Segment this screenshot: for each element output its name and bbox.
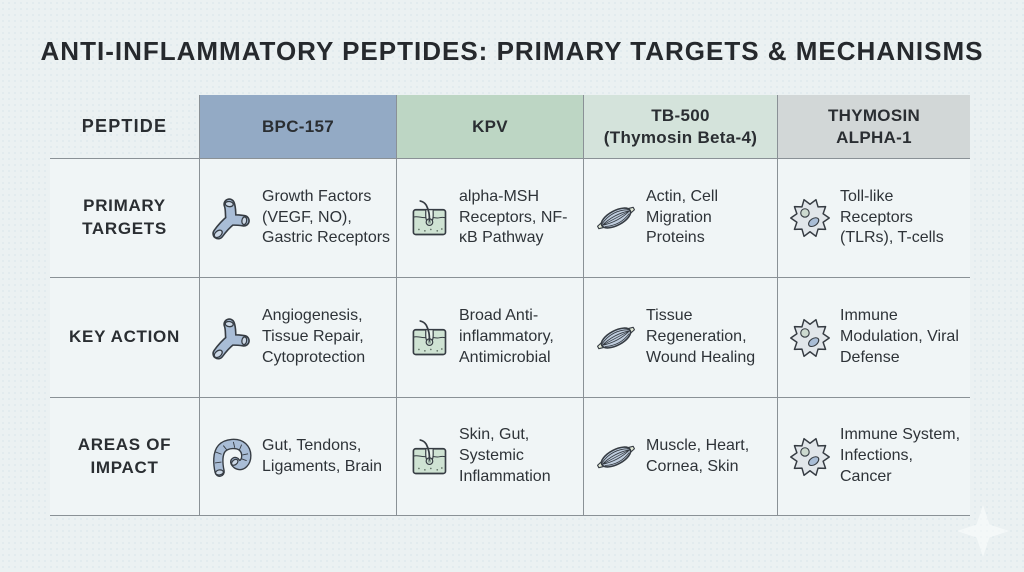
row-label-areas-of-impact: AREAS OF IMPACT: [50, 397, 199, 515]
cell-text: Angiogenesis, Tissue Repair, Cytoprotect…: [262, 307, 366, 366]
column-header-tb500: TB-500 (Thymosin Beta-4): [583, 95, 777, 158]
cell-text: Immune Modulation, Viral Defense: [840, 307, 959, 366]
muscle-icon: [594, 316, 638, 360]
cell-thymosin-primary-targets: Toll-like Receptors (TLRs), T-cells: [777, 158, 970, 277]
column-header-sublabel: ALPHA-1: [836, 127, 912, 147]
muscle-icon: [594, 196, 638, 240]
cell-tb500-areas-of-impact: Muscle, Heart, Cornea, Skin: [583, 397, 777, 515]
column-header-label: BPC-157: [261, 116, 335, 136]
cell-thymosin-key-action: Immune Modulation, Viral Defense: [777, 277, 970, 397]
cell-bpc157-primary-targets: Growth Factors (VEGF, NO), Gastric Recep…: [199, 158, 396, 277]
four-point-star-logo: [953, 501, 1013, 561]
blood-vessel-icon: [210, 316, 254, 360]
page-title: ANTI-INFLAMMATORY PEPTIDES: PRIMARY TARG…: [40, 36, 984, 66]
cell-text: Growth Factors (VEGF, NO), Gastric Recep…: [262, 187, 391, 247]
column-header-sublabel: (Thymosin Beta-4): [603, 127, 758, 147]
column-header-thymosin-alpha1: THYMOSIN ALPHA-1: [777, 95, 970, 158]
peptide-comparison-table: PEPTIDE BPC-157 KPV TB-500 (Thymosin Bet…: [50, 95, 970, 516]
cell-text: alpha-MSH Receptors, NF-κB Pathway: [459, 187, 568, 247]
cell-tb500-key-action: Tissue Regeneration, Wound Healing: [583, 277, 777, 397]
cell-text: Muscle, Heart, Cornea, Skin: [646, 436, 750, 475]
colon-icon: [210, 435, 254, 479]
muscle-icon: [594, 435, 638, 479]
column-header-label: KPV: [472, 116, 508, 136]
immune-cell-icon: [788, 196, 832, 240]
cell-text: Tissue Regeneration, Wound Healing: [646, 307, 756, 366]
cell-kpv-primary-targets: alpha-MSH Receptors, NF-κB Pathway: [396, 158, 583, 277]
cell-bpc157-areas-of-impact: Gut, Tendons, Ligaments, Brain: [199, 397, 396, 515]
cell-text: Toll-like Receptors (TLRs), T-cells: [840, 187, 944, 247]
column-header-kpv: KPV: [396, 95, 583, 158]
cell-text: Skin, Gut, Systemic Inflammation: [459, 426, 551, 485]
column-header-label: TB-500: [651, 106, 710, 126]
row-label-key-action: KEY ACTION: [50, 277, 199, 397]
cell-tb500-primary-targets: Actin, Cell Migration Proteins: [583, 158, 777, 277]
cell-thymosin-areas-of-impact: Immune System, Infections, Cancer: [777, 397, 970, 515]
immune-cell-icon: [788, 316, 832, 360]
cell-text: Gut, Tendons, Ligaments, Brain: [262, 436, 383, 475]
cell-text: Immune System, Infections, Cancer: [840, 426, 961, 485]
blood-vessel-icon: [210, 196, 254, 240]
cell-text: Actin, Cell Migration Proteins: [646, 187, 719, 247]
column-header-label: THYMOSIN: [827, 106, 921, 126]
immune-cell-icon: [788, 435, 832, 479]
corner-header-peptide: PEPTIDE: [81, 116, 168, 136]
skin-icon: [407, 316, 451, 360]
cell-bpc157-key-action: Angiogenesis, Tissue Repair, Cytoprotect…: [199, 277, 396, 397]
row-label-primary-targets: PRIMARY TARGETS: [50, 158, 199, 277]
skin-icon: [407, 435, 451, 479]
cell-kpv-key-action: Broad Anti-inflammatory, Antimicrobial: [396, 277, 583, 397]
column-header-bpc157: BPC-157: [199, 95, 396, 158]
cell-kpv-areas-of-impact: Skin, Gut, Systemic Inflammation: [396, 397, 583, 515]
cell-text: Broad Anti-inflammatory, Antimicrobial: [459, 307, 554, 366]
skin-icon: [407, 196, 451, 240]
